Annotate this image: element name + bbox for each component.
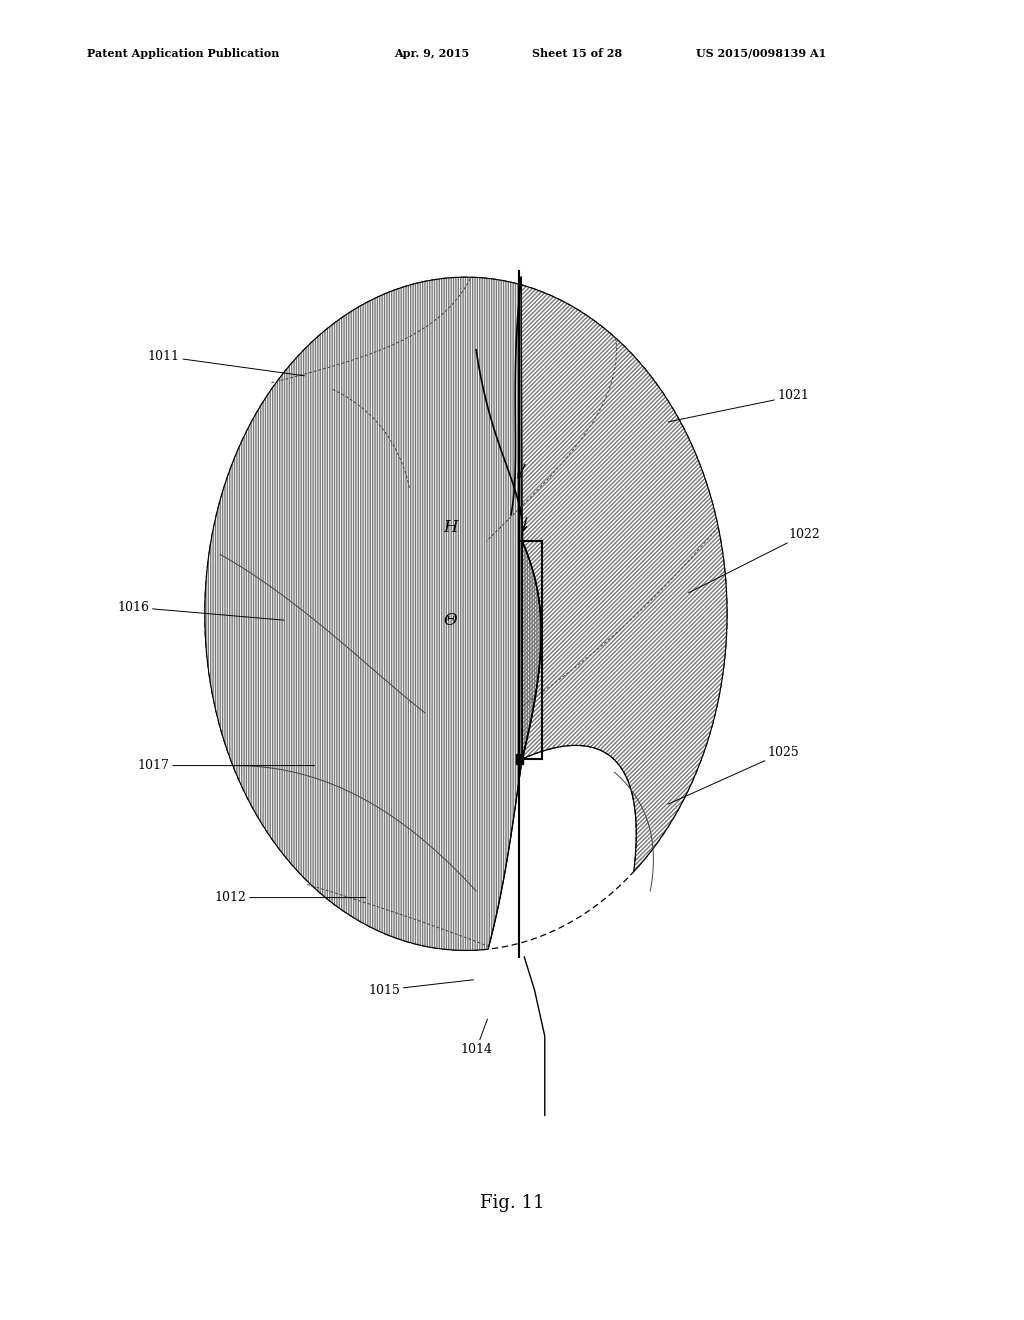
Text: 1021: 1021 [669,389,810,422]
Text: 1012: 1012 [214,891,366,904]
Bar [516,754,523,763]
Text: 1017: 1017 [137,759,314,772]
Text: 1025: 1025 [668,746,800,804]
Text: 1022: 1022 [688,528,820,593]
Text: 1015: 1015 [368,979,473,997]
Text: US 2015/0098139 A1: US 2015/0098139 A1 [696,48,826,59]
Text: Sheet 15 of 28: Sheet 15 of 28 [532,48,623,59]
Text: Fig. 11: Fig. 11 [480,1193,544,1212]
Text: Θ: Θ [443,612,458,628]
Polygon shape [205,277,541,950]
Text: 1014: 1014 [460,1019,493,1056]
Text: H: H [443,520,458,536]
Polygon shape [520,277,727,871]
Text: 1011: 1011 [147,350,304,376]
Text: Patent Application Publication: Patent Application Publication [87,48,280,59]
Text: Apr. 9, 2015: Apr. 9, 2015 [394,48,469,59]
Text: 1016: 1016 [117,601,284,620]
